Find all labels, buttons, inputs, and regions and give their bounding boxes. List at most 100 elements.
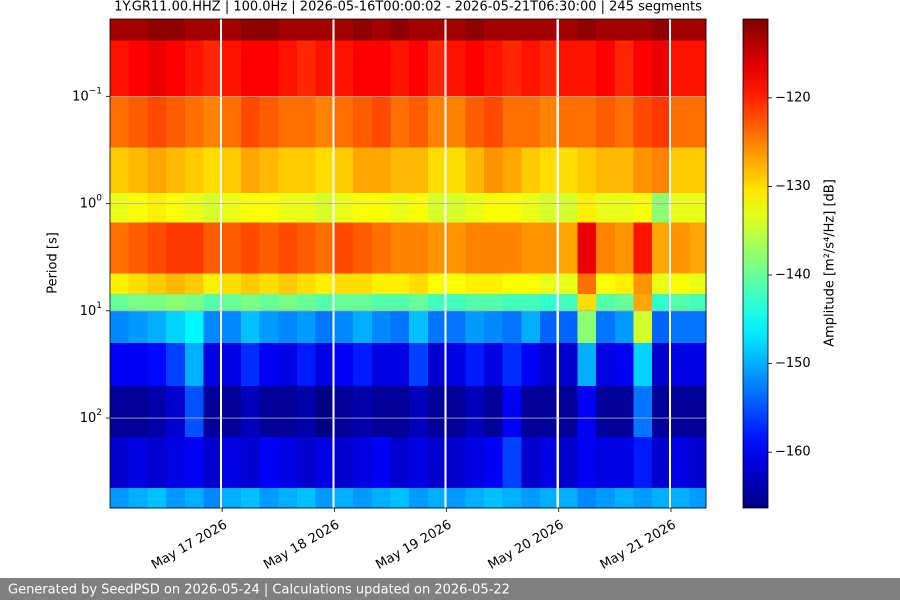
heatmap-cell bbox=[483, 193, 503, 223]
heatmap-cell bbox=[147, 310, 167, 344]
heatmap-cell bbox=[315, 19, 333, 41]
heatmap-cell bbox=[596, 385, 616, 438]
y-tick-label: 10−1 bbox=[72, 86, 102, 104]
heatmap-cell bbox=[128, 222, 148, 274]
heatmap-cell bbox=[652, 310, 669, 344]
heatmap-cell bbox=[502, 488, 522, 509]
heatmap-cell bbox=[633, 222, 653, 274]
heatmap-cell bbox=[259, 436, 279, 489]
heatmap-cell bbox=[278, 488, 298, 509]
heatmap-cell bbox=[465, 273, 485, 295]
heatmap-cell bbox=[128, 294, 148, 312]
heatmap-cell bbox=[147, 19, 167, 41]
heatmap-cell bbox=[483, 40, 503, 97]
heatmap-cell bbox=[540, 436, 557, 489]
heatmap-cell bbox=[633, 385, 653, 438]
heatmap-cell bbox=[670, 385, 690, 438]
heatmap-cell bbox=[502, 294, 522, 312]
heatmap-cell bbox=[184, 294, 204, 312]
heatmap-cell bbox=[353, 385, 373, 438]
heatmap-cell bbox=[446, 19, 466, 41]
heatmap-cell bbox=[166, 310, 186, 344]
heatmap-cell bbox=[166, 294, 186, 312]
heatmap-cell bbox=[633, 436, 653, 489]
heatmap-cell bbox=[502, 193, 522, 223]
heatmap-cell bbox=[521, 193, 541, 223]
heatmap-cell bbox=[259, 273, 279, 295]
heatmap-cell bbox=[427, 19, 445, 41]
heatmap-cell bbox=[166, 147, 186, 194]
y-axis-label: Period [s] bbox=[46, 232, 61, 294]
heatmap-cell bbox=[652, 222, 669, 274]
heatmap-cell bbox=[670, 273, 690, 295]
heatmap-cell bbox=[353, 488, 373, 509]
heatmap-cell bbox=[371, 222, 391, 274]
heatmap-cell bbox=[222, 19, 242, 41]
heatmap-cell bbox=[427, 385, 445, 438]
heatmap-cell bbox=[409, 96, 429, 148]
y-tick-exponent: 1 bbox=[96, 300, 102, 310]
heatmap-cell bbox=[184, 436, 204, 489]
heatmap-cell bbox=[465, 96, 485, 148]
heatmap-cell bbox=[222, 294, 242, 312]
heatmap-cell bbox=[689, 385, 707, 438]
heatmap-cell bbox=[222, 96, 242, 148]
heatmap-cell bbox=[409, 222, 429, 274]
heatmap-cell bbox=[596, 273, 616, 295]
heatmap-cell bbox=[296, 40, 316, 97]
heatmap-cell bbox=[409, 310, 429, 344]
heatmap-cell bbox=[558, 147, 578, 194]
heatmap-cell bbox=[409, 385, 429, 438]
heatmap-cell bbox=[371, 436, 391, 489]
heatmap-cell bbox=[353, 222, 373, 274]
heatmap-cell bbox=[278, 310, 298, 344]
heatmap-cell bbox=[465, 40, 485, 97]
heatmap-cell bbox=[296, 385, 316, 438]
heatmap-cell bbox=[166, 222, 186, 274]
heatmap-cell bbox=[222, 436, 242, 489]
heatmap-cell bbox=[446, 193, 466, 223]
heatmap-cell bbox=[521, 222, 541, 274]
heatmap-cell bbox=[222, 40, 242, 97]
heatmap-cell bbox=[521, 273, 541, 295]
footer-text: Generated by SeedPSD on 2026-05-24 | Cal… bbox=[8, 583, 510, 598]
heatmap-cell bbox=[689, 147, 707, 194]
heatmap-cell bbox=[353, 40, 373, 97]
heatmap-cell bbox=[184, 193, 204, 223]
colorbar-tick-label: −140 bbox=[775, 268, 811, 283]
heatmap-cell bbox=[596, 19, 616, 41]
heatmap-cell bbox=[259, 294, 279, 312]
heatmap-cell bbox=[128, 273, 148, 295]
heatmap-cell bbox=[278, 222, 298, 274]
heatmap-cell bbox=[296, 19, 316, 41]
heatmap-cell bbox=[521, 147, 541, 194]
heatmap-cell bbox=[596, 40, 616, 97]
heatmap-cell bbox=[502, 19, 522, 41]
heatmap-cell bbox=[483, 385, 503, 438]
heatmap-cell bbox=[427, 273, 445, 295]
heatmap-cell bbox=[240, 193, 260, 223]
heatmap-cell bbox=[596, 343, 616, 387]
heatmap-cell bbox=[652, 294, 669, 312]
heatmap-cell bbox=[596, 310, 616, 344]
x-tick-label: May 19 2026 bbox=[373, 518, 454, 573]
heatmap-cell bbox=[259, 96, 279, 148]
heatmap-cell bbox=[315, 436, 333, 489]
heatmap-cell bbox=[465, 222, 485, 274]
heatmap-cell bbox=[222, 147, 242, 194]
heatmap-cell bbox=[184, 147, 204, 194]
heatmap-cell bbox=[540, 222, 557, 274]
heatmap-cell bbox=[446, 147, 466, 194]
heatmap-cell bbox=[203, 19, 221, 41]
heatmap-cell bbox=[334, 147, 354, 194]
y-tick-base: 10 bbox=[72, 89, 89, 104]
heatmap-cell bbox=[689, 273, 707, 295]
heatmap-cell bbox=[110, 40, 129, 97]
heatmap-cell bbox=[240, 436, 260, 489]
y-tick-label: 101 bbox=[80, 300, 102, 318]
heatmap-cell bbox=[222, 310, 242, 344]
heatmap-cell bbox=[110, 343, 129, 387]
heatmap-cell bbox=[409, 273, 429, 295]
heatmap-cell bbox=[390, 310, 410, 344]
heatmap-cell bbox=[614, 147, 634, 194]
